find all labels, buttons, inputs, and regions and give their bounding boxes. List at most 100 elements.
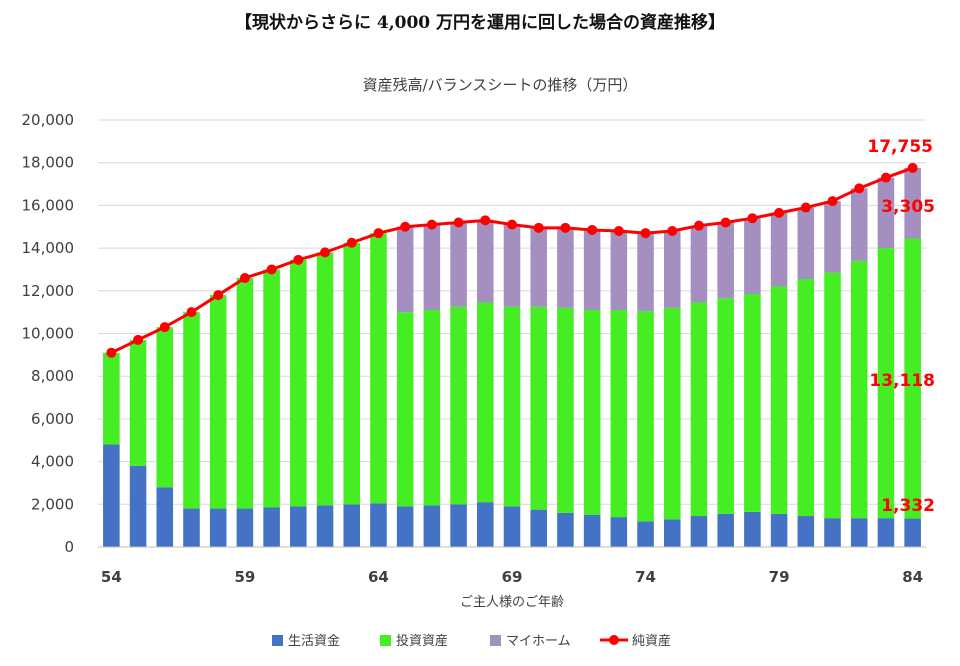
bar-segment — [370, 233, 387, 504]
data-label-home: 3,305 — [881, 197, 935, 217]
legend-swatch — [272, 635, 283, 646]
bar-segment — [690, 302, 708, 517]
bar-segment — [503, 506, 521, 547]
data-label-living: 1,332 — [881, 496, 935, 516]
bar-segment — [316, 252, 334, 506]
x-axis: 54 59 64 69 74 79 84 — [101, 568, 923, 586]
data-label-net: 17,755 — [867, 137, 933, 157]
bar-segment — [663, 519, 681, 547]
bar-segment — [877, 248, 895, 519]
data-labels: 17,755 3,305 13,118 1,332 — [867, 137, 935, 516]
bar-segment — [850, 518, 868, 547]
line-point — [239, 272, 250, 283]
bar-segment — [557, 227, 574, 308]
bar-segment — [156, 487, 174, 547]
x-tick-label: 59 — [234, 568, 255, 586]
bar-segment — [557, 307, 574, 513]
bar-segment — [744, 511, 761, 547]
bar-segment — [316, 505, 334, 547]
line-point — [613, 226, 624, 237]
bar-segment — [503, 306, 521, 507]
x-axis-title: ご主人様のご年齢 — [460, 594, 564, 610]
bar-segment — [717, 513, 734, 547]
gridlines — [98, 119, 926, 548]
line-point — [693, 220, 704, 231]
bar-segment — [450, 222, 467, 307]
bar-segment — [530, 306, 547, 510]
y-tick-label: 6,000 — [31, 410, 74, 428]
x-tick-label: 54 — [101, 568, 122, 586]
bar-segment — [209, 508, 227, 547]
line-point — [667, 226, 678, 237]
line-point — [186, 307, 197, 318]
line-point — [827, 196, 838, 207]
bar-segment — [824, 201, 841, 273]
line-point — [854, 183, 865, 194]
legend-label: 純資産 — [632, 633, 671, 649]
x-tick-label: 64 — [368, 568, 389, 586]
bar-segment — [263, 507, 280, 547]
bar-segment — [690, 225, 708, 303]
bar-segment — [103, 444, 120, 547]
bar-segment — [530, 509, 547, 547]
bar-segment — [637, 311, 654, 522]
line-point — [507, 219, 517, 230]
legend: 生活資金 投資資産 マイホーム 純資産 — [272, 633, 671, 649]
line-point — [133, 334, 144, 345]
bar-segment — [797, 207, 815, 280]
y-tick-label: 16,000 — [22, 196, 75, 214]
y-axis: 0 2,000 4,000 6,000 8,000 10,000 12,000 14,000 1… — [22, 111, 926, 556]
bar-segment — [744, 294, 761, 512]
bar-segment — [530, 227, 547, 307]
bar-segment — [610, 310, 628, 518]
bar-segment — [236, 508, 254, 547]
bar-segment — [663, 231, 681, 308]
bar-segment — [370, 503, 387, 547]
line-point — [747, 213, 758, 224]
bar-segment — [343, 504, 361, 547]
legend-swatch — [490, 635, 501, 646]
bar-segment — [824, 518, 841, 547]
y-tick-label: 14,000 — [22, 239, 75, 257]
line-point — [320, 247, 331, 258]
bar-segment — [850, 260, 868, 519]
chart-title: 資産残高/バランスシートの推移（万円） — [362, 76, 638, 94]
bar-segment — [690, 516, 708, 547]
bar-segment — [610, 231, 628, 311]
line-point — [453, 217, 464, 228]
line-point — [587, 224, 598, 235]
y-tick-label: 20,000 — [22, 111, 75, 129]
bar-segment — [183, 312, 200, 509]
line-point — [720, 217, 731, 228]
bar-segment — [610, 517, 628, 547]
line-point — [426, 219, 437, 230]
line-point — [400, 221, 411, 232]
line-point — [159, 322, 170, 333]
bar-segment — [396, 312, 414, 507]
line-point — [640, 228, 651, 239]
bar-segment — [557, 512, 574, 547]
x-tick-label: 79 — [769, 568, 790, 586]
bar-segment — [770, 212, 788, 287]
bar-segment — [637, 233, 654, 312]
y-tick-label: 18,000 — [22, 154, 75, 172]
bar-segment — [477, 220, 494, 303]
bar-segment — [183, 508, 200, 547]
x-tick-label: 74 — [635, 568, 656, 586]
bar-segment — [290, 506, 307, 547]
bar-segment — [717, 222, 734, 299]
bar-segment — [450, 504, 467, 547]
line-point — [560, 222, 571, 233]
bar-segment — [583, 514, 601, 547]
legend-marker — [609, 635, 619, 645]
bar-segment — [850, 188, 868, 261]
bar-segment — [236, 277, 254, 509]
y-tick-label: 2,000 — [31, 495, 74, 513]
line-point — [907, 162, 918, 173]
bar-segment — [797, 279, 815, 517]
bar-segment — [877, 177, 895, 249]
bar-segment — [396, 506, 414, 547]
bar-segment — [770, 513, 788, 547]
line-point — [480, 215, 491, 226]
